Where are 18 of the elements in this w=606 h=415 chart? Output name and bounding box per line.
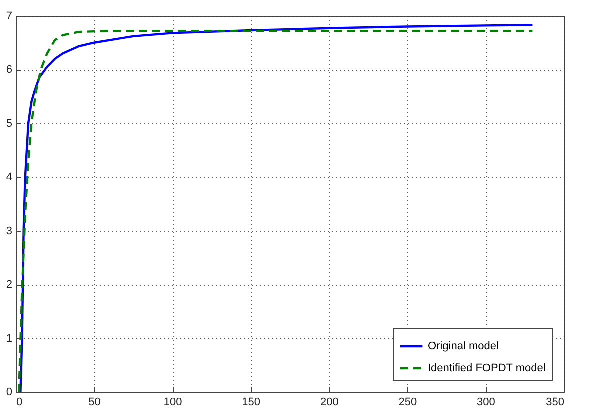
y-tick-label: 2 xyxy=(6,279,12,292)
y-tick-label: 6 xyxy=(6,64,12,76)
x-tick-label: 0 xyxy=(16,396,23,408)
x-tick-label: 50 xyxy=(88,396,101,408)
y-tick-label: 3 xyxy=(6,225,12,238)
x-tick-label: 250 xyxy=(398,396,418,408)
x-tick-label: 200 xyxy=(320,396,339,408)
x-tick-label: 350 xyxy=(546,396,564,408)
y-tick-label: 0 xyxy=(6,386,12,398)
y-tick-label: 7 xyxy=(6,10,12,22)
y-tick-label: 4 xyxy=(6,172,12,184)
x-tick-label: 100 xyxy=(164,396,182,408)
legend-label: Original model xyxy=(428,340,499,352)
x-tick-label: 150 xyxy=(242,396,261,408)
y-tick-label: 5 xyxy=(6,118,12,130)
legend-label: Identified FOPDT model xyxy=(428,362,546,374)
y-tick-label: 1 xyxy=(6,332,12,345)
x-tick-label: 300 xyxy=(477,396,496,408)
